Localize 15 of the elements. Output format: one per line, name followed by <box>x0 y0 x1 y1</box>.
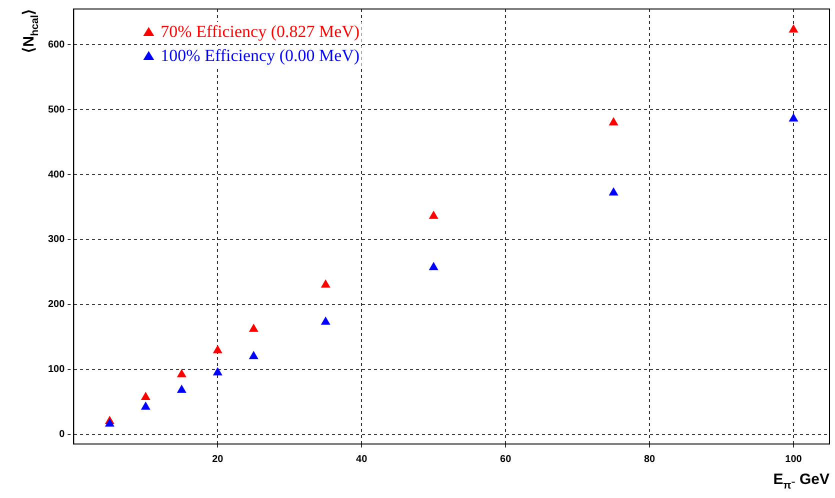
legend-label: 100% Efficiency (0.00 MeV) <box>160 46 360 65</box>
x-tick-label: 40 <box>356 454 368 465</box>
y-tick-label: 500 <box>48 104 66 116</box>
y-tick-label: 100 <box>48 364 66 376</box>
y-tick-label: 300 <box>48 234 66 246</box>
y-tick-label: 600 <box>48 39 66 50</box>
x-tick-label: 100 <box>785 454 802 465</box>
y-tick-label: 200 <box>48 299 66 310</box>
y-tick-label: 400 <box>48 169 66 180</box>
y-tick-label: 0 <box>59 429 66 440</box>
x-tick-label: 20 <box>212 454 224 465</box>
x-tick-label: 60 <box>500 454 512 465</box>
y-axis-title: ⟨Nhcal⟩ <box>20 9 42 53</box>
legend-label: 70% Efficiency (0.827 MeV) <box>160 22 360 41</box>
x-tick-label: 80 <box>644 454 656 465</box>
